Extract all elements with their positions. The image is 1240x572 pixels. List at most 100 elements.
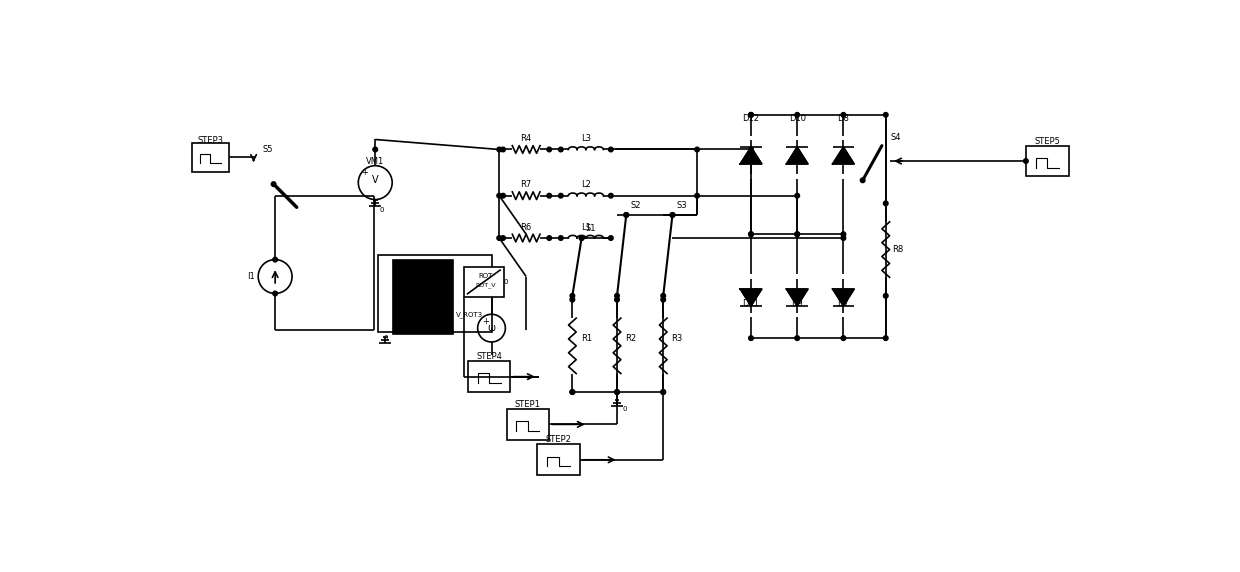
Polygon shape <box>832 289 854 306</box>
Text: ROT: ROT <box>479 273 492 279</box>
Circle shape <box>661 390 666 394</box>
Text: S4: S4 <box>890 133 901 142</box>
Text: L2: L2 <box>580 180 590 189</box>
Text: D7: D7 <box>837 299 849 308</box>
Text: R2: R2 <box>625 333 636 343</box>
Text: 0: 0 <box>622 406 627 412</box>
Circle shape <box>661 390 666 394</box>
Text: +: + <box>482 317 489 327</box>
Text: STEP1: STEP1 <box>515 400 541 409</box>
Text: I1: I1 <box>247 272 254 281</box>
Text: D10: D10 <box>789 114 806 123</box>
Circle shape <box>570 293 574 298</box>
Circle shape <box>661 297 666 302</box>
Circle shape <box>609 147 613 152</box>
Bar <box>467 362 511 392</box>
Circle shape <box>558 236 563 240</box>
Bar <box>506 409 549 440</box>
Circle shape <box>841 236 846 240</box>
Text: STEP3: STEP3 <box>197 136 223 145</box>
Circle shape <box>694 193 699 198</box>
Polygon shape <box>832 147 854 164</box>
Circle shape <box>883 336 888 340</box>
Circle shape <box>501 236 506 240</box>
Text: L1: L1 <box>580 223 590 232</box>
Circle shape <box>624 213 629 217</box>
Circle shape <box>749 147 754 152</box>
Circle shape <box>558 147 563 152</box>
Text: R3: R3 <box>671 333 683 343</box>
Text: S3: S3 <box>676 201 687 210</box>
Text: V: V <box>372 174 378 185</box>
Circle shape <box>670 213 675 217</box>
Circle shape <box>795 232 800 236</box>
Circle shape <box>547 147 552 152</box>
Polygon shape <box>740 289 761 306</box>
Circle shape <box>570 390 574 394</box>
Circle shape <box>579 236 584 240</box>
Polygon shape <box>786 147 808 164</box>
Circle shape <box>661 293 666 298</box>
Circle shape <box>609 193 613 198</box>
Text: S1: S1 <box>585 224 596 233</box>
Text: R7: R7 <box>521 180 532 189</box>
Circle shape <box>795 336 800 340</box>
Text: +: + <box>362 168 368 177</box>
Circle shape <box>497 147 501 152</box>
Text: D8: D8 <box>837 114 849 123</box>
Polygon shape <box>786 289 808 306</box>
Circle shape <box>694 147 699 152</box>
Circle shape <box>624 213 629 217</box>
Text: 0: 0 <box>383 335 387 341</box>
Circle shape <box>373 147 377 152</box>
Circle shape <box>615 390 619 394</box>
Text: VM1: VM1 <box>366 157 384 165</box>
Circle shape <box>795 232 800 236</box>
Bar <box>537 444 579 475</box>
Circle shape <box>570 390 574 394</box>
Circle shape <box>883 293 888 298</box>
Text: R1: R1 <box>580 333 591 343</box>
Text: 0: 0 <box>379 206 383 213</box>
Bar <box>464 267 503 297</box>
Circle shape <box>497 193 501 198</box>
Text: ROT_V: ROT_V <box>475 282 496 288</box>
Circle shape <box>547 236 552 240</box>
Text: S5: S5 <box>263 145 274 154</box>
Bar <box>192 142 229 172</box>
Text: D12: D12 <box>743 114 759 123</box>
Text: R6: R6 <box>521 223 532 232</box>
Circle shape <box>883 201 888 206</box>
Circle shape <box>1023 158 1028 164</box>
Circle shape <box>841 336 846 340</box>
Circle shape <box>570 297 574 302</box>
Bar <box>1027 146 1069 176</box>
Circle shape <box>615 293 619 298</box>
Polygon shape <box>740 147 761 164</box>
Text: STEP5: STEP5 <box>1034 137 1060 145</box>
Circle shape <box>615 390 619 394</box>
Text: R8: R8 <box>893 245 904 254</box>
Circle shape <box>749 113 754 117</box>
Circle shape <box>670 213 675 217</box>
Bar <box>393 260 453 333</box>
Text: 0: 0 <box>503 279 507 285</box>
Circle shape <box>883 113 888 117</box>
Bar <box>377 255 491 332</box>
Circle shape <box>749 336 754 340</box>
Circle shape <box>841 113 846 117</box>
Circle shape <box>501 193 506 198</box>
Circle shape <box>501 147 506 152</box>
Text: S2: S2 <box>630 201 641 210</box>
Text: ω: ω <box>487 323 496 333</box>
Circle shape <box>558 193 563 198</box>
Text: STEP2: STEP2 <box>546 435 572 444</box>
Circle shape <box>609 236 613 240</box>
Circle shape <box>795 193 800 198</box>
Text: L3: L3 <box>580 134 590 143</box>
Circle shape <box>547 193 552 198</box>
Text: V_ROT3: V_ROT3 <box>456 311 484 317</box>
Circle shape <box>615 297 619 302</box>
Circle shape <box>272 182 277 186</box>
Circle shape <box>273 257 278 262</box>
